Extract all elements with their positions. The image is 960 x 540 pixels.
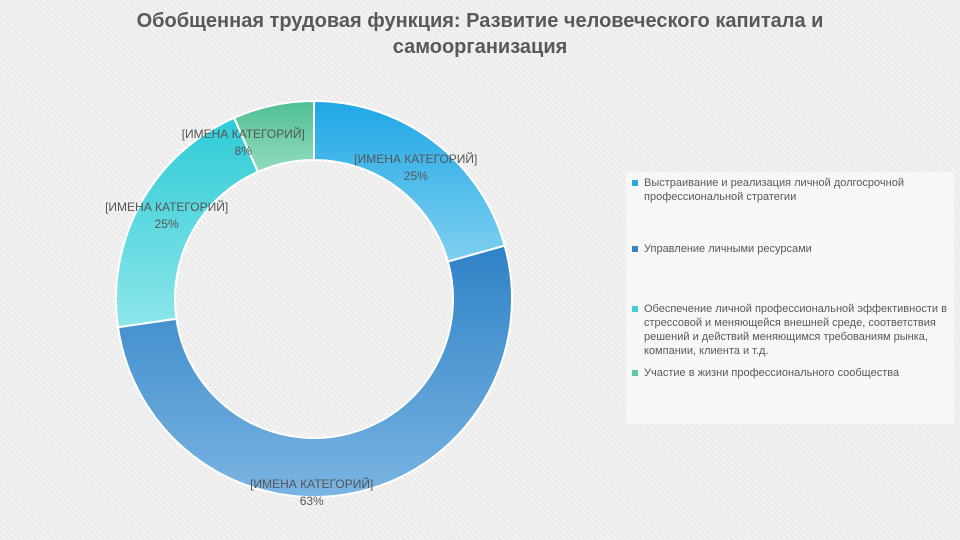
legend-swatch [632, 306, 638, 312]
chart-legend: Выстраивание и реализация личной долгоср… [626, 172, 954, 424]
legend-item-3: Обеспечение личной профессиональной эффе… [632, 302, 948, 358]
slice-data-label-4: [ИМЕНА КАТЕГОРИЙ] 8% [182, 126, 305, 160]
legend-text: Управление личными ресурсами [644, 243, 812, 255]
legend-item-1: Выстраивание и реализация личной долгоср… [632, 176, 948, 204]
slice-data-label-3: [ИМЕНА КАТЕГОРИЙ] 25% [105, 199, 228, 233]
chart-title: Обобщенная трудовая функция: Развитие че… [136, 10, 824, 58]
slice-category-name: [ИМЕНА КАТЕГОРИЙ] [354, 151, 478, 166]
slice-data-label-1: [ИМЕНА КАТЕГОРИЙ] 25% [354, 151, 477, 185]
legend-text: Участие в жизни профессионального сообще… [644, 367, 900, 379]
legend-swatch [632, 180, 638, 186]
slice-category-name: [ИМЕНА КАТЕГОРИЙ] [181, 127, 305, 142]
slice-percent: 25% [154, 217, 179, 232]
donut-slice-4 [232, 99, 315, 174]
slice-percent: 25% [403, 168, 428, 183]
slice-category-name: [ИМЕНА КАТЕГОРИЙ] [105, 200, 229, 215]
slice-category-name: [ИМЕНА КАТЕГОРИЙ] [250, 476, 374, 491]
donut-slice-2 [116, 244, 513, 498]
legend-text: Выстраивание и реализация личной долгоср… [644, 177, 904, 203]
legend-item-2: Управление личными ресурсами [632, 242, 948, 256]
slice-percent: 8% [234, 144, 252, 159]
slice-data-label-2: [ИМЕНА КАТЕГОРИЙ] 63% [250, 476, 373, 510]
legend-item-4: Участие в жизни профессионального сообще… [632, 366, 948, 380]
legend-swatch [632, 246, 638, 252]
legend-text: Обеспечение личной профессиональной эффе… [644, 303, 947, 357]
legend-swatch [632, 370, 638, 376]
slice-percent: 63% [299, 493, 324, 508]
